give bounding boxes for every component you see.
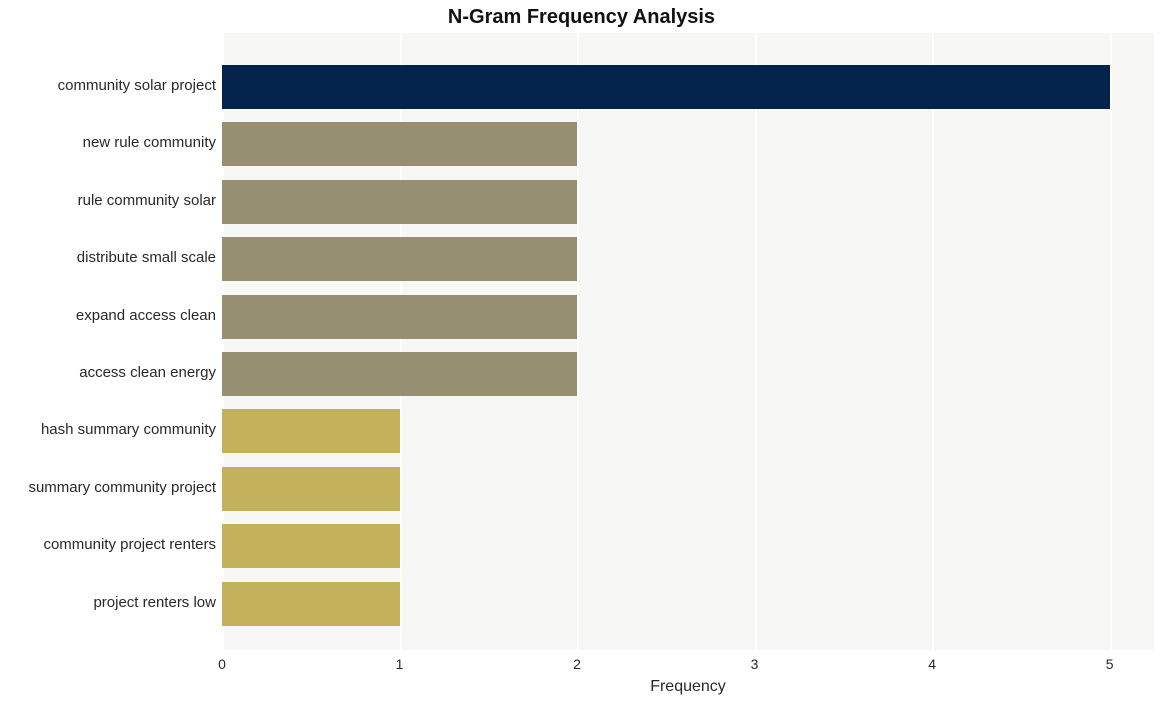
gridline xyxy=(932,33,934,650)
ytick-label: summary community project xyxy=(28,479,216,496)
xtick-label: 2 xyxy=(557,656,597,672)
ngram-chart: N-Gram Frequency Analysis Frequency 0 1 2 3… xyxy=(0,0,1163,701)
ytick-label: project renters low xyxy=(93,594,216,611)
chart-title: N-Gram Frequency Analysis xyxy=(0,6,1163,29)
bar xyxy=(222,409,400,453)
xtick-label: 5 xyxy=(1090,656,1130,672)
ytick-label: new rule community xyxy=(83,134,216,151)
xtick-label: 3 xyxy=(735,656,775,672)
ytick-label: community project renters xyxy=(43,536,216,553)
ytick-label: hash summary community xyxy=(41,421,216,438)
gridline xyxy=(755,33,757,650)
ytick-label: expand access clean xyxy=(76,307,216,324)
xtick-label: 1 xyxy=(380,656,420,672)
bar xyxy=(222,524,400,568)
ytick-label: access clean energy xyxy=(79,364,216,381)
xaxis-title: Frequency xyxy=(222,678,1154,696)
ytick-label: community solar project xyxy=(58,77,216,94)
gridline xyxy=(1110,33,1112,650)
bar xyxy=(222,65,1110,109)
ytick-label: rule community solar xyxy=(78,192,216,209)
plot-area xyxy=(222,33,1154,650)
bar xyxy=(222,237,577,281)
bar xyxy=(222,582,400,626)
bar xyxy=(222,352,577,396)
xtick-label: 4 xyxy=(912,656,952,672)
bar xyxy=(222,122,577,166)
gridline xyxy=(577,33,579,650)
ytick-label: distribute small scale xyxy=(77,249,216,266)
bar xyxy=(222,467,400,511)
bar xyxy=(222,180,577,224)
xtick-label: 0 xyxy=(202,656,242,672)
bar xyxy=(222,295,577,339)
